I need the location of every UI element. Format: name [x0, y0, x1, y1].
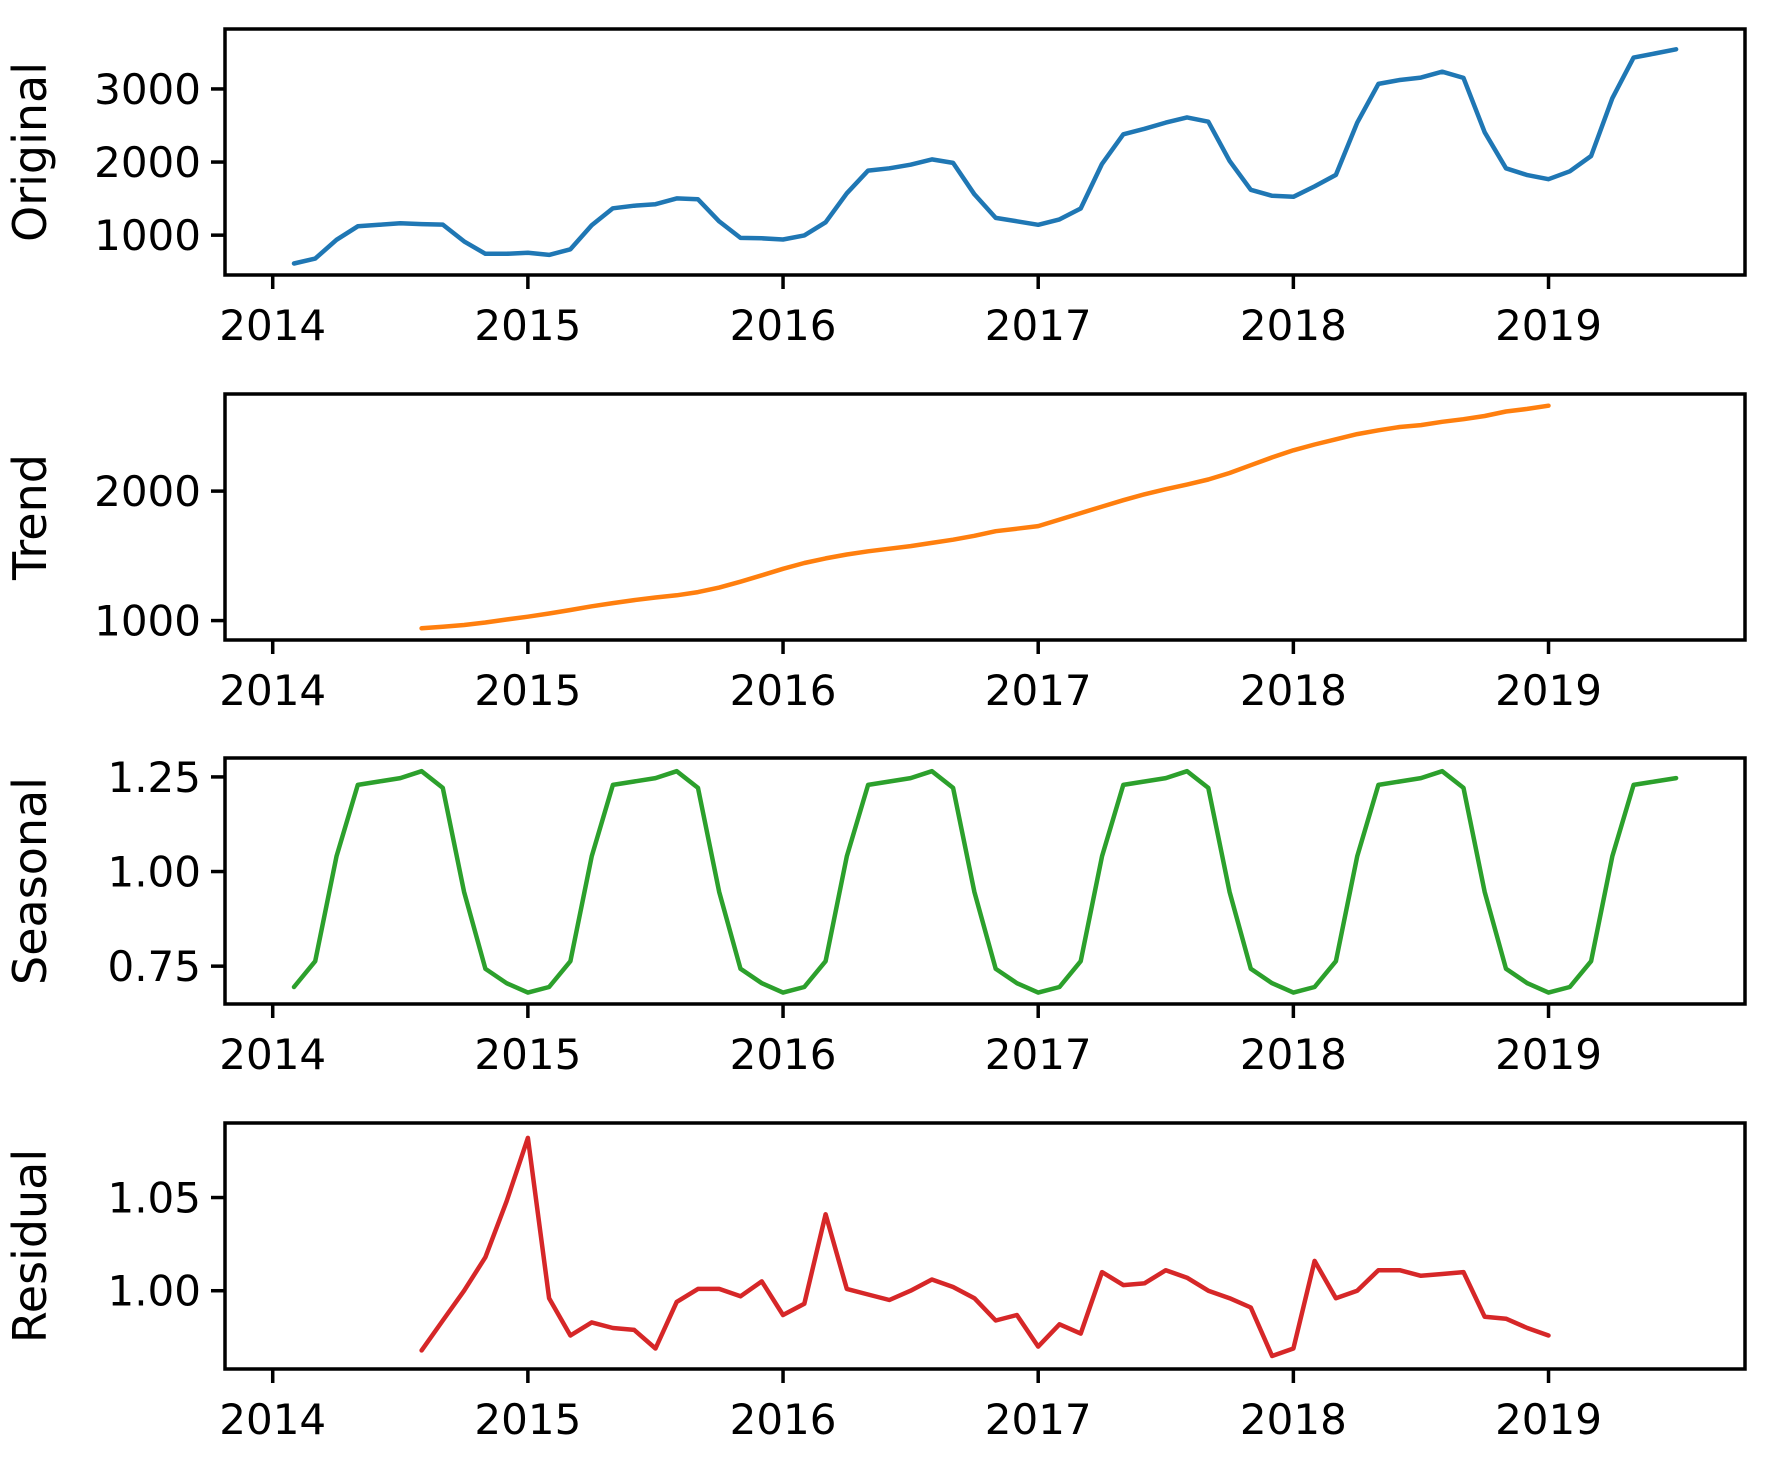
residual-axes-frame [223, 1121, 1747, 1371]
residual-x-tick-label: 2019 [1495, 1395, 1602, 1444]
residual-ylabel: Residual [3, 1149, 57, 1343]
trend-x-tick-label: 2017 [985, 666, 1092, 715]
trend-y-tick-label: 1000 [94, 597, 201, 646]
original-x-tick-label: 2016 [730, 301, 837, 350]
original-ylabel: Original [3, 62, 57, 242]
seasonal-y-tick-label: 1.25 [107, 753, 201, 802]
original-line [291, 47, 1679, 266]
panel-residual: 1.00 1.05 2014 2015 2016 2017 2018 2019 Residual [3, 1121, 1747, 1444]
trend-x-tick-label: 2016 [730, 666, 837, 715]
residual-x-tick-label: 2014 [219, 1395, 326, 1444]
residual-y-tick-label: 1.05 [107, 1174, 201, 1223]
residual-x-tick-label: 2018 [1240, 1395, 1347, 1444]
trend-x-tick-label: 2019 [1495, 666, 1602, 715]
seasonal-x-tick-label: 2017 [985, 1030, 1092, 1079]
residual-line [419, 1135, 1551, 1359]
original-y-tick-label: 2000 [94, 138, 201, 187]
original-y-tick-label: 3000 [94, 65, 201, 114]
seasonal-x-tick-label: 2019 [1495, 1030, 1602, 1079]
seasonal-y-tick-label: 1.00 [107, 848, 201, 897]
trend-y-tick-label: 2000 [94, 467, 201, 516]
original-x-tick-label: 2015 [474, 301, 581, 350]
residual-x-tick-label: 2016 [730, 1395, 837, 1444]
trend-x-tick-label: 2018 [1240, 666, 1347, 715]
trend-ylabel: Trend [3, 454, 57, 581]
seasonal-ylabel: Seasonal [3, 777, 57, 985]
seasonal-x-tick-label: 2015 [474, 1030, 581, 1079]
panel-seasonal: 0.75 1.00 1.25 2014 2015 2016 2017 2018 2019 Seas… [3, 753, 1747, 1079]
seasonal-y-tick-label: 0.75 [107, 942, 201, 991]
original-x-tick-label: 2014 [219, 301, 326, 350]
residual-x-tick-label: 2015 [474, 1395, 581, 1444]
panel-trend: 1000 2000 2014 2015 2016 2017 2018 2019 Trend [3, 392, 1747, 715]
residual-x-tick-label: 2017 [985, 1395, 1092, 1444]
original-x-tick-label: 2018 [1240, 301, 1347, 350]
trend-line [419, 403, 1551, 631]
original-axes-frame [223, 27, 1747, 277]
seasonal-x-tick-label: 2014 [219, 1030, 326, 1079]
original-y-tick-label: 1000 [94, 211, 201, 260]
seasonal-x-tick-label: 2016 [730, 1030, 837, 1079]
original-x-tick-label: 2019 [1495, 301, 1602, 350]
trend-axes-frame [223, 392, 1747, 642]
residual-y-tick-label: 1.00 [107, 1267, 201, 1316]
panel-original: 1000 2000 3000 2014 2015 2016 2017 2018 2019 Orig… [3, 27, 1747, 350]
trend-x-tick-label: 2014 [219, 666, 326, 715]
seasonal-line [291, 768, 1679, 995]
seasonal-axes-frame [223, 756, 1747, 1006]
original-x-tick-label: 2017 [985, 301, 1092, 350]
seasonal-x-tick-label: 2018 [1240, 1030, 1347, 1079]
trend-x-tick-label: 2015 [474, 666, 581, 715]
